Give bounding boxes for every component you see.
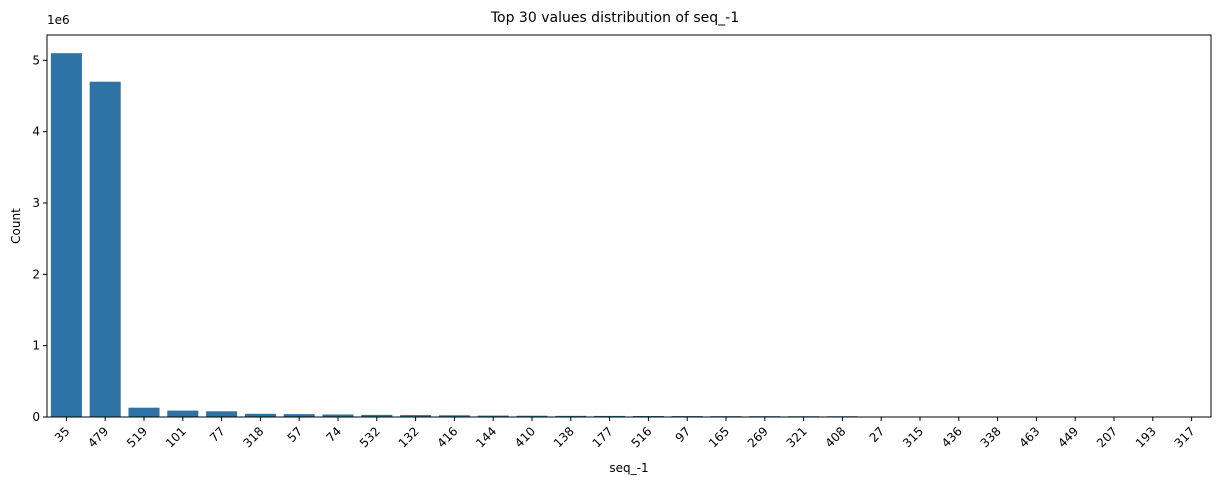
x-tick-label: 101 (163, 424, 189, 450)
x-tick-label: 463 (1016, 424, 1042, 450)
bar-479 (89, 81, 121, 418)
x-tick-label: 317 (1172, 424, 1198, 450)
bar-35 (50, 53, 82, 417)
x-tick-label: 416 (434, 424, 460, 450)
chart-title: Top 30 values distribution of seq_-1 (490, 10, 739, 26)
x-tick-label: 57 (285, 424, 306, 445)
x-tick-label: 532 (357, 424, 383, 450)
x-tick-label: 519 (124, 424, 150, 450)
x-tick-label: 97 (673, 424, 694, 445)
bar-138 (555, 415, 587, 417)
y-axis-label: Count (9, 208, 23, 244)
x-tick-label: 138 (551, 424, 577, 450)
bar-519 (128, 407, 160, 417)
x-tick-label: 144 (473, 424, 499, 450)
y-tick-label: 1 (32, 339, 40, 353)
x-tick-label: 207 (1094, 424, 1120, 450)
x-axis-ticks: 35 479 519 101 77 318 57 74 532 132 416 144 410 138 17… (52, 417, 1198, 450)
x-tick-label: 338 (978, 424, 1004, 450)
x-tick-label: 74 (323, 424, 344, 445)
x-tick-label: 315 (900, 424, 926, 450)
bar-416 (438, 415, 470, 417)
x-tick-label: 479 (85, 424, 111, 450)
x-axis-label: seq_-1 (609, 461, 648, 475)
x-tick-label: 269 (745, 424, 771, 450)
y-axis-offset-label: 1e6 (47, 13, 70, 27)
bar-318 (244, 413, 276, 417)
y-tick-label: 3 (32, 196, 40, 210)
x-tick-label: 165 (706, 424, 732, 450)
x-tick-label: 27 (867, 424, 888, 445)
x-tick-label: 410 (512, 424, 538, 450)
x-tick-label: 321 (784, 424, 810, 450)
x-tick-label: 177 (590, 424, 616, 450)
bar-74 (322, 414, 354, 417)
y-tick-label: 0 (32, 410, 40, 424)
bar-101 (167, 410, 199, 417)
x-tick-label: 132 (396, 424, 422, 450)
x-tick-label: 77 (207, 424, 228, 445)
x-tick-label: 193 (1133, 424, 1159, 450)
bar-57 (283, 414, 315, 417)
bar-532 (361, 414, 393, 417)
x-tick-label: 318 (240, 424, 266, 450)
y-tick-label: 4 (32, 125, 40, 139)
bar-144 (477, 415, 509, 417)
plot-frame (46, 34, 1212, 418)
y-axis-ticks: 0 1 2 3 4 5 (32, 53, 47, 424)
bar-132 (400, 415, 432, 417)
x-tick-label: 35 (52, 424, 73, 445)
x-tick-label: 449 (1055, 424, 1081, 450)
bar-177 (594, 415, 626, 417)
bars-group (50, 53, 1208, 418)
bar-77 (206, 411, 238, 417)
bar-410 (516, 415, 548, 417)
y-tick-label: 5 (32, 53, 40, 67)
x-tick-label: 436 (939, 424, 965, 450)
x-tick-label: 516 (628, 424, 654, 450)
x-tick-label: 408 (822, 424, 848, 450)
y-tick-label: 2 (32, 267, 40, 281)
